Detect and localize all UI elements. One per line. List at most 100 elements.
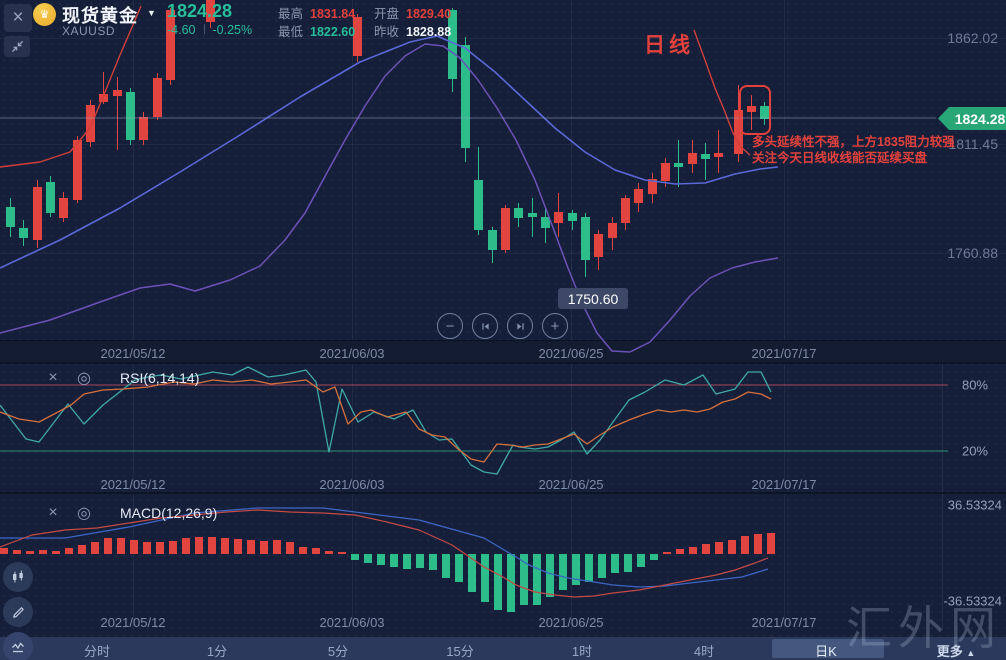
macd-histogram-bar — [650, 554, 658, 560]
macd-title: MACD(12,26,9) — [120, 505, 218, 521]
collapse-button[interactable] — [4, 36, 30, 57]
candle-wick — [116, 77, 118, 150]
more-timeframes-button[interactable]: 更多 ▲ — [937, 641, 976, 660]
rsi-panel-header: × ◎ RSI(6,14,14) — [44, 368, 199, 388]
stat-label: 最低 — [278, 25, 304, 39]
macd-histogram-bar — [195, 537, 203, 554]
timeframe-tab-5分[interactable]: 5分 — [327, 644, 349, 659]
timeframe-tab-日K[interactable]: 日K — [815, 644, 837, 659]
candle — [513, 208, 523, 218]
skip-to-end-button[interactable] — [507, 313, 533, 339]
macd-histogram-bar — [26, 551, 34, 554]
timeframe-tab-1分[interactable]: 1分 — [206, 644, 228, 659]
candle — [527, 213, 537, 217]
candle — [125, 92, 135, 140]
ma-line-blue — [0, 35, 779, 269]
macd-close-icon[interactable]: × — [48, 504, 58, 521]
gold-coin-icon: ♛ — [33, 3, 56, 26]
macd-histogram-bar — [494, 554, 502, 610]
macd-histogram-bar — [143, 542, 151, 554]
line-chart-style-button[interactable] — [3, 632, 33, 660]
macd-histogram-bar — [767, 533, 775, 554]
coin-crown-glyph: ♛ — [39, 9, 50, 21]
macd-histogram-bar — [377, 554, 385, 565]
macd-histogram-bar — [663, 552, 671, 554]
timeframe-tab-4时[interactable]: 4时 — [693, 644, 715, 659]
panel-separator — [0, 492, 1006, 494]
macd-histogram-bar — [117, 538, 125, 554]
candle — [593, 234, 603, 257]
rsi-level-label: 20% — [961, 443, 988, 459]
rsi-slow-line — [0, 379, 772, 463]
macd-histogram-bar — [728, 540, 736, 554]
macd-histogram-bar — [741, 536, 749, 554]
price-axis-label: 1862.02 — [947, 30, 998, 46]
macd-histogram-bar — [169, 541, 177, 554]
macd-histogram-bar — [182, 538, 190, 554]
rsi-settings-icon[interactable]: ◎ — [77, 370, 91, 387]
x-axis-label-main: 2021/06/25 — [538, 346, 604, 361]
change-percent: -0.25% — [212, 23, 253, 37]
macd-histogram-bar — [585, 554, 593, 582]
macd-settings-icon[interactable]: ◎ — [77, 505, 91, 522]
timeframe-tab-15分[interactable]: 15分 — [446, 644, 474, 659]
stat-value: 1828.88 — [406, 25, 452, 39]
symbol-code: XAUUSD — [62, 24, 116, 38]
close-icon: × — [12, 7, 24, 28]
macd-histogram-bar — [403, 554, 411, 569]
timeframe-tab-1时[interactable]: 1时 — [571, 644, 593, 659]
macd-histogram-bar — [364, 554, 372, 563]
caret-up-icon: ▲ — [966, 648, 976, 658]
rsi-level-label: 80% — [961, 377, 988, 393]
macd-histogram-bar — [481, 554, 489, 602]
pencil-icon — [12, 606, 24, 618]
timeframe-tab-分时[interactable]: 分时 — [83, 644, 111, 659]
macd-histogram-bar — [65, 548, 73, 554]
zoom-in-button[interactable]: + — [542, 313, 568, 339]
candlestick-style-button[interactable] — [3, 562, 33, 592]
skip-to-start-button[interactable] — [472, 313, 498, 339]
zoom-out-button[interactable]: − — [437, 313, 463, 339]
price-axis-label: 1811.45 — [948, 136, 998, 152]
candle — [540, 217, 550, 228]
macd-histogram-bar — [715, 542, 723, 554]
macd-histogram-bar — [52, 551, 60, 554]
stat-label: 昨收 — [374, 25, 400, 39]
last-price: 1824.28 — [167, 1, 233, 21]
macd-histogram-bar — [533, 554, 541, 605]
candle — [687, 153, 697, 164]
macd-histogram-bar — [286, 542, 294, 554]
x-axis-label-rsi: 2021/05/12 — [100, 477, 166, 492]
draw-tool-button[interactable] — [3, 597, 33, 627]
macd-level-label: -36.53324 — [943, 593, 1002, 609]
rsi-close-icon[interactable]: × — [48, 369, 58, 386]
vertical-gridline — [784, 493, 785, 630]
candle — [660, 163, 670, 181]
macd-histogram-bar — [260, 541, 268, 554]
candle-wick — [717, 130, 719, 173]
candle — [18, 228, 28, 238]
macd-histogram-bar — [442, 554, 450, 578]
candle-highlight-box — [739, 85, 771, 135]
symbol-dropdown-caret-icon[interactable]: ▼ — [147, 8, 156, 18]
x-axis-label-main: 2021/07/17 — [751, 346, 817, 361]
macd-histogram-bar — [624, 554, 632, 572]
macd-histogram-bar — [455, 554, 463, 582]
candle — [607, 223, 617, 238]
macd-histogram-bar — [104, 538, 112, 554]
candle — [205, 0, 215, 22]
candlestick-icon — [13, 570, 23, 583]
analyst-note-line2: 关注今天日线收线能否延续买盘 — [752, 151, 928, 165]
low-price-tooltip: 1750.60 — [558, 288, 628, 309]
header-stat-最高: 最高 1831.84 — [278, 3, 355, 22]
macd-histogram-bar — [416, 554, 424, 568]
analyst-note-line1: 多头延续性不强，上方1835阻力较强 — [752, 135, 955, 149]
x-axis-label-macd: 2021/05/12 — [100, 615, 166, 630]
timeframe-toolbar: 分时 1分 5分 15分 1时 4时 日K 更多 ▲ — [0, 637, 1006, 660]
macd-histogram-bar — [156, 542, 164, 554]
close-button[interactable]: × — [4, 4, 32, 32]
macd-histogram-bar — [507, 554, 515, 612]
vertical-gridline — [352, 362, 353, 480]
